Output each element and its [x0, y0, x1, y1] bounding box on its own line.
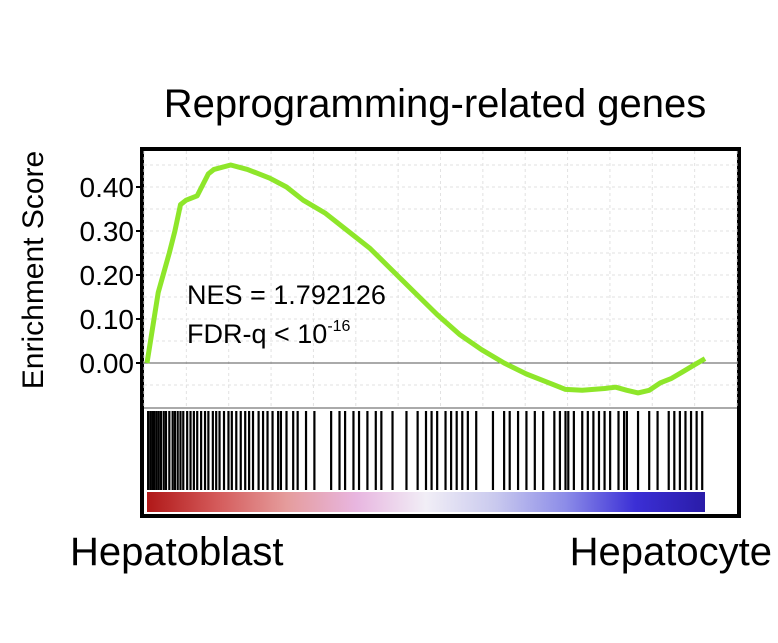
- ranked-list-gradient: [147, 492, 705, 512]
- enrichment-score-line: [144, 162, 707, 396]
- fdr-annotation: FDR-q < 10-16: [187, 318, 351, 349]
- y-tick-label: 0.10: [80, 304, 135, 335]
- chart-title: Reprogramming-related genes: [163, 82, 707, 126]
- y-tick-label: 0.20: [80, 260, 135, 291]
- y-tick-label: 0.30: [80, 216, 135, 247]
- y-tick-label: 0.00: [80, 348, 135, 379]
- y-axis-ticks: 0.40 0.30 0.20 0.10 0.00: [80, 172, 142, 379]
- left-phenotype-label: Hepatoblast: [70, 530, 284, 574]
- gene-hit-bars: [147, 411, 704, 490]
- y-tick-label: 0.40: [80, 172, 135, 203]
- fdr-base: FDR-q < 10: [187, 319, 327, 349]
- nes-annotation: NES = 1.792126: [187, 280, 386, 310]
- right-phenotype-label: Hepatocyte: [569, 530, 772, 574]
- fdr-exponent: -16: [327, 318, 350, 335]
